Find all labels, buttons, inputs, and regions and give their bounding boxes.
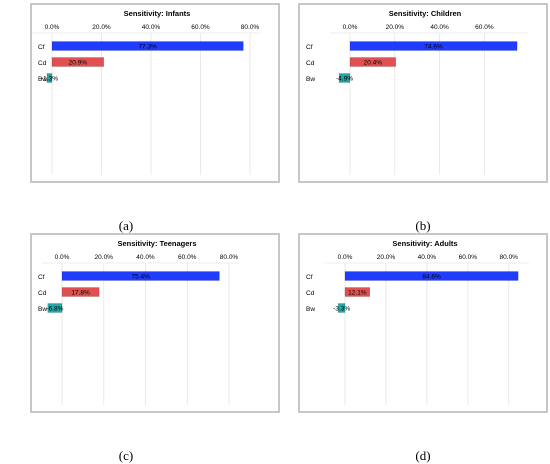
caption-c: (c)	[118, 448, 134, 463]
chart-panel-adults: Sensitivity: Adults 0.0% 20.0% 40.0% 60.0% 80…	[298, 233, 548, 413]
bar	[349, 57, 396, 67]
category-label: Bw	[38, 76, 47, 83]
x-tick-label: 20.0%	[95, 254, 114, 261]
x-tick-label: 60.0%	[459, 254, 478, 261]
bar	[46, 73, 53, 83]
category-label: Bw	[306, 76, 315, 83]
x-tick-label: 0.0%	[343, 24, 358, 31]
x-tick-label: 40.0%	[136, 254, 155, 261]
x-tick-label: 40.0%	[142, 24, 161, 31]
data-label: 77.3%	[138, 44, 157, 51]
x-tick-label: 80.0%	[241, 24, 260, 31]
data-label: -4.9%	[336, 76, 353, 83]
data-label: 84.6%	[422, 274, 441, 281]
data-label: 75.4%	[131, 274, 150, 281]
bar	[51, 57, 104, 67]
bar	[47, 303, 63, 313]
x-tick-label: 60.0%	[178, 254, 197, 261]
bar	[61, 287, 100, 297]
bar	[51, 41, 244, 51]
category-label: Cd	[38, 290, 47, 297]
sensitivity-chart-adults: Sensitivity: Adults 0.0% 20.0% 40.0% 60.0% 80…	[306, 239, 529, 405]
data-label: 74.6%	[424, 44, 443, 51]
category-label: Bw	[306, 306, 315, 313]
caption-d: (d)	[415, 448, 431, 463]
chart-title: Sensitivity: Teenagers	[117, 239, 196, 248]
x-tick-label: 80.0%	[500, 254, 519, 261]
category-label: Bw	[38, 306, 47, 313]
data-label: 20.9%	[69, 60, 88, 67]
category-label: Cf	[38, 44, 45, 51]
x-tick-label: 40.0%	[430, 24, 449, 31]
sensitivity-chart-children: Sensitivity: Children 0.0% 20.0% 40.0% 60.0%…	[306, 9, 528, 175]
category-label: Cf	[306, 274, 313, 281]
bar	[344, 271, 519, 281]
caption-b: (b)	[415, 218, 431, 233]
chart-panel-children: Sensitivity: Children 0.0% 20.0% 40.0% 60.0%…	[298, 3, 548, 183]
category-label: Cd	[306, 290, 315, 297]
sensitivity-chart-infants: Sensitivity: Infants 0.0% 20.0% 40.0% 60.0% 8…	[32, 9, 260, 175]
data-label: -1.3%	[41, 76, 58, 83]
data-label: -3.3%	[333, 306, 350, 313]
category-label: Cd	[38, 60, 47, 67]
x-tick-label: 0.0%	[45, 24, 60, 31]
bar	[337, 303, 346, 313]
bar	[338, 73, 351, 83]
data-label: 12.1%	[348, 290, 367, 297]
x-tick-label: 40.0%	[418, 254, 437, 261]
data-label: 17.8%	[71, 290, 90, 297]
bar	[349, 41, 518, 51]
x-tick-label: 80.0%	[220, 254, 239, 261]
category-label: Cd	[306, 60, 315, 67]
sensitivity-chart-teenagers: Sensitivity: Teenagers 0.0% 20.0% 40.0% 60.0…	[38, 239, 239, 405]
chart-panel-infants: Sensitivity: Infants 0.0% 20.0% 40.0% 60.0% 8…	[30, 3, 280, 183]
category-label: Cf	[306, 44, 313, 51]
chart-title: Sensitivity: Adults	[392, 239, 457, 248]
x-tick-label: 60.0%	[191, 24, 210, 31]
data-label: 20.4%	[364, 60, 383, 67]
x-tick-label: 0.0%	[55, 254, 70, 261]
x-tick-label: 20.0%	[377, 254, 396, 261]
data-label: -6.8%	[46, 306, 63, 313]
x-tick-label: 20.0%	[386, 24, 405, 31]
x-tick-label: 0.0%	[338, 254, 353, 261]
caption-a: (a)	[118, 218, 134, 233]
category-label: Cf	[38, 274, 45, 281]
x-tick-label: 60.0%	[475, 24, 494, 31]
chart-title: Sensitivity: Children	[389, 9, 462, 18]
chart-title: Sensitivity: Infants	[124, 9, 191, 18]
bar	[61, 271, 220, 281]
bar	[344, 287, 371, 297]
chart-panel-teenagers: Sensitivity: Teenagers 0.0% 20.0% 40.0% 60.0…	[30, 233, 280, 413]
x-tick-label: 20.0%	[92, 24, 111, 31]
